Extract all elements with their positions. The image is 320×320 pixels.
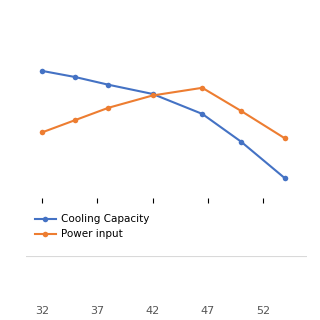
Power input [107, 106, 110, 110]
Power input [283, 137, 287, 140]
Cooling Capacity [107, 83, 110, 87]
Legend: Cooling Capacity, Power input: Cooling Capacity, Power input [31, 210, 154, 244]
Line: Power input: Power input [39, 85, 288, 141]
Cooling Capacity [151, 92, 155, 96]
Cooling Capacity [283, 177, 287, 180]
Power input [40, 131, 44, 134]
Cooling Capacity [239, 140, 243, 143]
Cooling Capacity [40, 69, 44, 73]
Power input [200, 86, 204, 90]
Power input [73, 118, 77, 122]
Cooling Capacity [200, 112, 204, 116]
Power input [151, 93, 155, 97]
Power input [239, 109, 243, 113]
Cooling Capacity [73, 75, 77, 79]
Line: Cooling Capacity: Cooling Capacity [39, 68, 288, 181]
